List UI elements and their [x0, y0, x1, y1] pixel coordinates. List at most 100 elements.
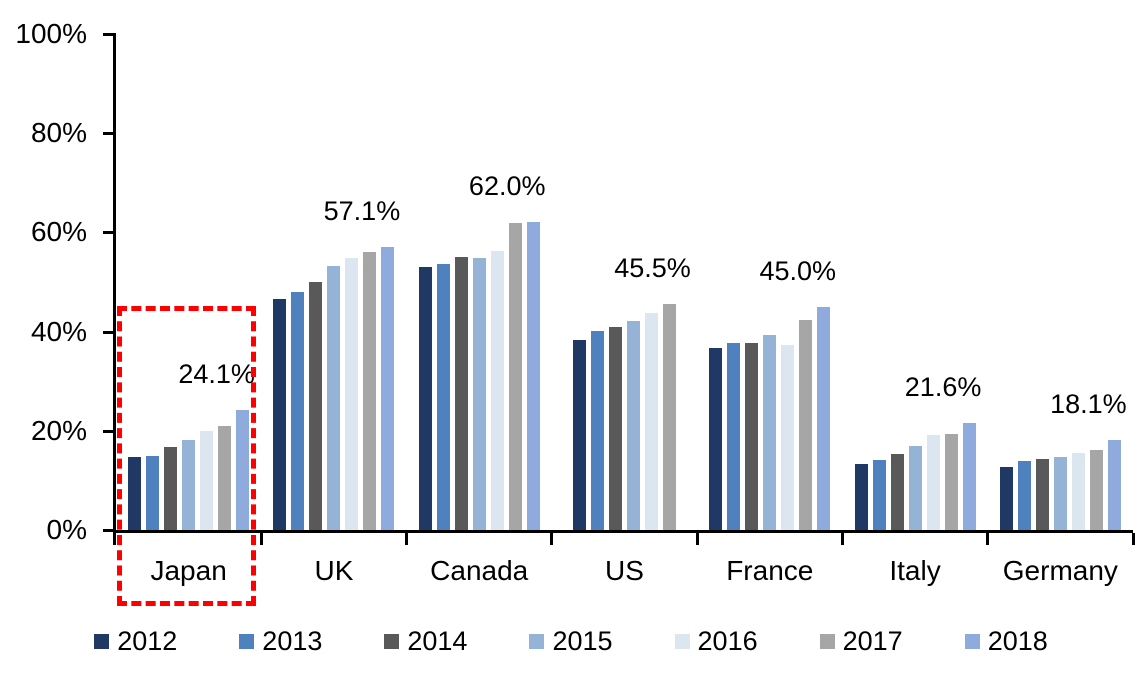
bar-italy-2012: [854, 463, 868, 530]
x-axis-tick: [550, 533, 554, 545]
legend-swatch-2015: [529, 634, 545, 649]
y-axis-tick-label: 40%: [30, 315, 87, 347]
data-label-us: 45.5%: [614, 253, 691, 284]
bar-group-japan: 24.1% Japan: [116, 34, 261, 585]
bar-france-2016: [781, 344, 795, 530]
legend-entry-2014: 2014: [384, 628, 467, 655]
bar-canada-2014: [454, 257, 468, 530]
legend-entry-2013: 2013: [239, 628, 322, 655]
bar-cluster: [116, 34, 261, 530]
bar-us-2012: [572, 339, 586, 530]
legend-swatch-2012: [94, 634, 110, 649]
category-label-japan: Japan: [150, 555, 227, 586]
y-axis-tick: [103, 330, 116, 334]
bar-italy-2016: [926, 435, 940, 530]
y-axis-tick: [103, 529, 116, 532]
y-axis-tick-label: 80%: [30, 117, 87, 149]
legend-label-2012: 2012: [117, 626, 178, 656]
x-axis-tick: [113, 533, 116, 545]
y-axis-tick-label: 100%: [15, 18, 87, 49]
bar-group-canada: 62.0% Canada: [407, 34, 552, 585]
bar-cluster: [552, 34, 697, 530]
y-axis-tick-label: 60%: [30, 216, 87, 248]
bar-group-germany: 18.1% Germany: [988, 34, 1133, 585]
bar-cluster: [407, 34, 552, 530]
category-label-france: France: [726, 555, 814, 586]
bar-france-2013: [727, 342, 741, 530]
y-axis-tick: [103, 132, 116, 136]
bar-italy-2017: [944, 434, 958, 530]
bar-canada-2018: [526, 222, 540, 530]
bar-germany-2016: [1071, 453, 1085, 530]
bar-italy-2015: [908, 445, 922, 530]
legend-entry-2015: 2015: [529, 626, 613, 656]
legend-label-2017: 2017: [842, 626, 903, 656]
category-label-uk: UK: [314, 555, 354, 586]
category-label-italy: Italy: [889, 555, 941, 586]
bar-japan-2017: [218, 425, 232, 530]
bar-canada-2016: [490, 251, 504, 530]
bar-germany-2014: [1035, 458, 1049, 530]
bar-italy-2018: [962, 422, 976, 530]
legend-entry-2012: 2012: [94, 628, 177, 655]
legend: 2012 2013 2014 2015 2016 2017 2018: [0, 628, 1142, 655]
bar-group-france: 45.0% France: [697, 34, 842, 585]
category-label-canada: Canada: [430, 555, 529, 586]
bar-group-italy: 21.6% Italy: [842, 34, 987, 585]
bar-germany-2012: [999, 467, 1013, 530]
bar-group-us: 45.5% US: [552, 34, 697, 585]
legend-label-2018: 2018: [987, 626, 1048, 656]
bar-italy-2014: [890, 453, 904, 530]
bar-uk-2017: [363, 252, 377, 530]
y-axis-tick: [103, 33, 116, 36]
bar-japan-2013: [146, 455, 160, 530]
bar-us-2017: [662, 304, 676, 530]
legend-entry-2017: 2017: [819, 626, 903, 656]
bar-germany-2018: [1107, 440, 1121, 530]
bar-germany-2013: [1017, 460, 1031, 530]
legend-entry-2018: 2018: [964, 626, 1048, 656]
bar-france-2015: [763, 334, 777, 530]
x-axis-tick: [405, 533, 409, 545]
legend-swatch-2017: [819, 634, 835, 649]
data-label-france: 45.0%: [759, 255, 837, 286]
bar-uk-2016: [345, 257, 359, 530]
bar-italy-2013: [872, 459, 886, 530]
legend-entry-2016: 2016: [674, 628, 758, 655]
x-axis-tick: [695, 533, 699, 545]
x-axis-tick: [840, 533, 844, 545]
legend-label-2014: 2014: [407, 626, 468, 656]
bar-germany-2017: [1089, 450, 1103, 530]
bar-cluster: [842, 34, 987, 530]
bar-cluster: [988, 34, 1133, 530]
bar-canada-2015: [472, 258, 486, 530]
bar-us-2014: [608, 326, 622, 530]
bar-uk-2014: [309, 282, 323, 530]
category-label-germany: Germany: [1002, 555, 1118, 586]
bar-uk-2013: [291, 292, 305, 530]
bar-japan-2018: [236, 410, 250, 530]
plot-area: 0% 20% 40% 60% 80% 100% 24.1% Japan 57.1% UK 62.0%…: [15, 20, 1135, 585]
data-label-germany: 18.1%: [1050, 389, 1127, 420]
legend-label-2015: 2015: [552, 626, 613, 656]
bar-us-2016: [644, 313, 658, 530]
legend-swatch-2018: [964, 634, 980, 649]
bar-us-2013: [590, 331, 604, 530]
x-axis-tick: [259, 533, 263, 545]
bar-uk-2018: [381, 246, 395, 530]
y-axis-tick-label: 0%: [46, 514, 87, 545]
bar-france-2012: [709, 347, 723, 530]
y-axis-tick: [103, 429, 116, 433]
bar-france-2017: [799, 319, 813, 530]
legend-swatch-2013: [239, 634, 255, 649]
bar-cluster: [697, 34, 842, 530]
data-label-italy: 21.6%: [904, 371, 982, 402]
bar-france-2018: [817, 306, 831, 530]
japan-highlight-dashed-box: [117, 306, 256, 606]
bar-uk-2012: [273, 299, 287, 530]
bar-japan-2016: [200, 430, 214, 530]
data-label-canada: 62.0%: [468, 171, 546, 202]
category-label-us: US: [605, 555, 644, 586]
bar-japan-2014: [164, 447, 178, 530]
